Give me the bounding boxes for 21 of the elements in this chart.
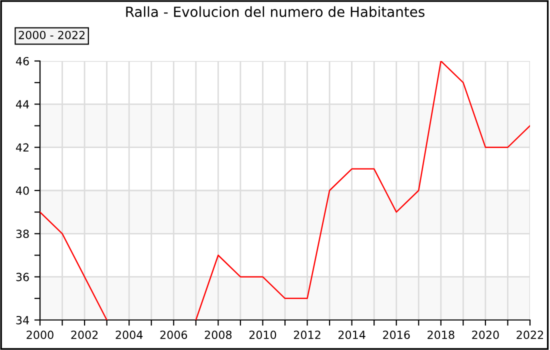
y-tick-label: 46 <box>16 56 29 66</box>
y-tick-label: 38 <box>16 230 29 238</box>
x-tick-label: 2016 <box>383 330 410 340</box>
x-tick-label: 2022 <box>516 330 544 340</box>
x-tick-label: 2012 <box>294 330 320 340</box>
x-tick-label: 2014 <box>338 330 366 340</box>
y-tick-label: 34 <box>16 316 29 324</box>
y-tick-label: 42 <box>16 143 28 152</box>
chart-title: Ralla - Evolucion del numero de Habitantes <box>126 6 424 18</box>
x-tick-label: 2000 <box>26 330 54 340</box>
y-tick-label: 44 <box>16 100 29 108</box>
x-tick-label: 2018 <box>428 330 454 340</box>
y-tick-label: 40 <box>16 186 29 195</box>
text: 2000 - 2022 <box>18 30 85 40</box>
x-tick-label: 2020 <box>472 330 499 340</box>
x-tick-label: 2002 <box>71 330 98 340</box>
x-tick-label: 2006 <box>160 330 188 340</box>
x-tick-label: 2008 <box>204 330 232 340</box>
x-tick-label: 2004 <box>116 330 143 340</box>
x-tick-label: 2010 <box>249 330 276 340</box>
y-tick-label: 36 <box>16 272 29 282</box>
